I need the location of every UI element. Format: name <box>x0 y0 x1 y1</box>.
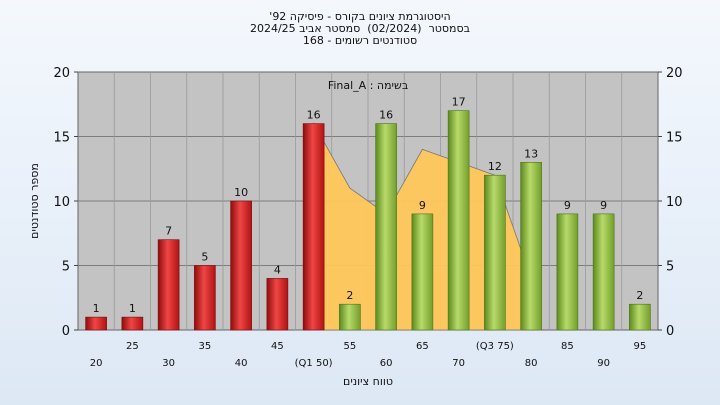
chart-title-line-3: סטודנטים רשומים - 168 <box>302 34 418 47</box>
x-tick-label: 25 <box>126 341 139 352</box>
bar <box>447 110 470 331</box>
y-tick-label-right: 10 <box>666 195 683 210</box>
x-tick-label: (Q1 50) <box>295 358 333 369</box>
x-tick-label: 30 <box>162 358 175 369</box>
bar-value-label: 7 <box>165 225 172 238</box>
bar <box>484 174 506 331</box>
y-tick-label-right: 5 <box>666 260 674 275</box>
bar-value-label: 10 <box>234 186 248 199</box>
bar <box>592 213 615 331</box>
x-tick-label: 55 <box>344 341 357 352</box>
y-tick-label-left: 20 <box>53 66 70 81</box>
y-tick-label-left: 5 <box>62 260 70 275</box>
chart-title-line-1: היסטוגרמת ציונים בקורס - פיסיקה 92' <box>269 10 451 23</box>
bar-value-label: 17 <box>452 96 466 109</box>
x-tick-label: 35 <box>199 341 212 352</box>
bar <box>194 265 216 331</box>
x-tick-label: 90 <box>597 358 610 369</box>
bar <box>157 239 180 331</box>
x-axis-label: טווח ציונים <box>343 375 393 388</box>
bar-value-label: 16 <box>307 109 321 122</box>
bar-value-label: 1 <box>129 302 136 315</box>
y-tick-label-left: 0 <box>62 324 70 339</box>
bar <box>375 123 397 331</box>
bar-value-label: 4 <box>274 263 281 276</box>
bar-value-label: 12 <box>488 160 502 173</box>
y-tick-label-left: 10 <box>53 195 70 210</box>
bar <box>411 213 434 331</box>
x-tick-label: 80 <box>525 358 538 369</box>
bar-value-label: 9 <box>600 199 607 212</box>
y-tick-label-left: 15 <box>53 131 70 146</box>
bar-value-label: 2 <box>346 289 353 302</box>
chart-title-line-2: בסמסטר (02/2024) סמסטר אביב 2024/25 <box>249 22 471 35</box>
bar-value-label: 9 <box>564 199 571 212</box>
y-tick-label-right: 0 <box>666 324 674 339</box>
x-tick-label: 85 <box>561 341 574 352</box>
x-tick-label: 40 <box>235 358 248 369</box>
bar <box>85 316 107 331</box>
x-tick-label: 65 <box>416 341 429 352</box>
bar-value-label: 1 <box>93 302 100 315</box>
bar-value-label: 9 <box>419 199 426 212</box>
y-axis-label: מספר סטודנטים <box>28 163 41 239</box>
y-tick-label-right: 20 <box>666 66 683 81</box>
bar <box>520 162 542 331</box>
bar-value-label: 2 <box>636 289 643 302</box>
bar <box>121 316 144 331</box>
bar <box>339 303 361 331</box>
bar <box>230 200 252 331</box>
x-tick-label: 20 <box>90 358 103 369</box>
bar-value-label: 5 <box>201 251 208 264</box>
x-tick-label: (Q3 75) <box>476 341 514 352</box>
y-tick-label-right: 15 <box>666 131 683 146</box>
bar <box>302 123 325 331</box>
x-tick-label: 95 <box>634 341 647 352</box>
bar-value-label: 16 <box>379 109 393 122</box>
x-tick-label: 70 <box>452 358 465 369</box>
bar <box>629 303 651 331</box>
bar <box>556 213 579 331</box>
series-annotation: בשימה : Final_A <box>328 79 408 92</box>
bar-value-label: 13 <box>524 147 538 160</box>
x-tick-label: 60 <box>380 358 393 369</box>
bar <box>266 278 289 331</box>
x-tick-label: 45 <box>271 341 284 352</box>
